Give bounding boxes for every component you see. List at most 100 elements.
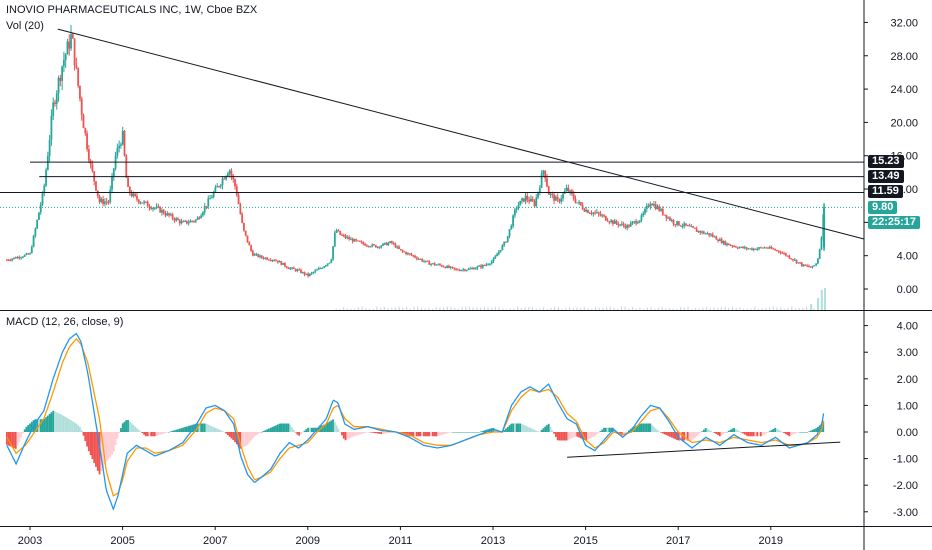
candle-down <box>799 262 801 264</box>
candle-down <box>182 221 185 223</box>
macd-histogram-bar <box>148 432 151 437</box>
macd-histogram-bar <box>43 418 46 432</box>
candle-down <box>720 239 723 244</box>
volume-bar <box>717 308 719 310</box>
level-badge-11: 11.59 <box>868 185 903 198</box>
candle-down <box>223 178 226 180</box>
macd-histogram-bar <box>448 432 450 433</box>
macd-histogram-bar <box>410 432 413 437</box>
candle-up <box>813 265 816 267</box>
candle-up <box>16 256 19 259</box>
macd-tick-label: 0.00 <box>897 427 918 439</box>
candle-down <box>458 270 461 272</box>
macd-histogram-bar <box>665 432 668 436</box>
candle-down <box>18 256 21 259</box>
macd-histogram-bar <box>558 432 561 441</box>
candle-down <box>421 259 424 262</box>
macd-histogram-bar <box>41 419 44 432</box>
volume-bar <box>494 307 497 310</box>
macd-histogram-bar <box>481 430 484 432</box>
macd-histogram-bar <box>660 432 662 433</box>
candle-up <box>706 233 709 235</box>
volume-bar <box>372 308 374 310</box>
macd-histogram-bar <box>421 432 424 437</box>
macd-histogram-bar <box>747 432 750 437</box>
candle-down <box>337 230 340 232</box>
volume-bar <box>354 308 356 310</box>
macd-histogram-bar <box>114 432 117 446</box>
macd-histogram-bar <box>150 432 153 437</box>
candle-up <box>578 202 580 204</box>
time-tick-label: 2019 <box>759 535 783 547</box>
volume-bar <box>357 307 360 310</box>
macd-histogram-bar <box>588 432 591 439</box>
candle-down <box>686 225 689 227</box>
macd-histogram-bar <box>697 432 700 435</box>
macd-histogram-bar <box>542 428 545 432</box>
macd-histogram-bar <box>553 432 555 434</box>
macd-histogram-bar <box>262 431 265 432</box>
macd-histogram-bar <box>521 424 523 432</box>
candle-up <box>226 173 229 176</box>
macd-histogram-bar <box>508 425 511 432</box>
candle-up <box>508 229 511 237</box>
macd-histogram-bar <box>578 432 580 438</box>
candle-up <box>371 244 374 247</box>
candle-up <box>756 248 759 250</box>
macd-histogram-bar <box>55 412 58 432</box>
candle-down <box>298 269 301 271</box>
macd-histogram-bar <box>549 427 552 432</box>
candle-up <box>353 239 356 242</box>
candle-down <box>772 248 775 250</box>
candle-up <box>474 268 477 270</box>
macd-histogram-bar <box>606 427 609 432</box>
volume-bar <box>413 306 415 310</box>
macd-histogram-bar <box>813 429 816 432</box>
candle-up <box>103 201 106 204</box>
macd-histogram-bar <box>695 432 698 437</box>
macd-histogram-bar <box>465 432 468 433</box>
candle-down <box>412 255 415 257</box>
macd-histogram-bar <box>456 432 459 433</box>
candle-up <box>143 201 146 204</box>
volume-bar <box>746 308 748 310</box>
candle-down <box>284 263 286 267</box>
candle-up <box>820 237 823 250</box>
candle-up <box>317 268 320 270</box>
macd-histogram-bar <box>210 426 213 432</box>
candle-up <box>219 185 222 187</box>
candle-down <box>241 213 244 223</box>
candle-up <box>670 220 673 222</box>
candle-up <box>642 213 645 216</box>
macd-histogram-bar <box>68 419 71 432</box>
candle-up <box>560 198 563 202</box>
macd-tick-label: -2.00 <box>893 480 918 492</box>
candle-down <box>248 241 251 246</box>
candle-down <box>364 244 367 246</box>
macd-histogram-bar <box>480 431 482 432</box>
candle-up <box>187 222 190 224</box>
volume-bar <box>609 306 611 310</box>
candle-down <box>528 199 531 202</box>
candle-down <box>251 250 254 256</box>
volume-bar <box>457 308 460 310</box>
macd-histogram-bar <box>200 423 203 432</box>
candle-up <box>330 259 333 263</box>
candle-up <box>161 210 163 213</box>
candle-down <box>159 206 162 213</box>
macd-histogram-bar <box>14 432 17 449</box>
candle-up <box>492 258 495 262</box>
candle-up <box>697 230 700 232</box>
candle-down <box>300 269 302 273</box>
candle-down <box>731 245 734 247</box>
macd-histogram-bar <box>389 432 391 433</box>
macd-histogram-bar <box>371 432 374 433</box>
candle-down <box>456 269 459 271</box>
macd-histogram-bar <box>669 432 671 437</box>
candle-down <box>715 236 718 240</box>
candle-up <box>713 236 716 238</box>
descending-trendline <box>57 28 865 240</box>
candle-up <box>30 246 33 254</box>
macd-histogram-bar <box>677 432 680 441</box>
